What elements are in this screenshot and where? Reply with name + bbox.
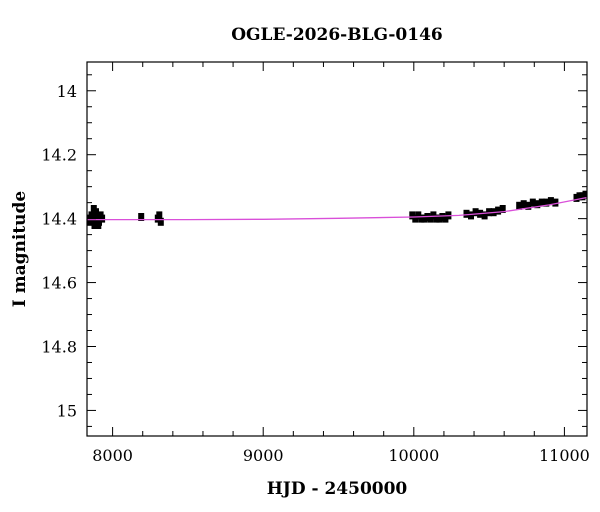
y-tick-label: 14.4 [41, 210, 77, 229]
x-tick-label: 10000 [388, 446, 439, 465]
data-point [520, 200, 527, 209]
y-tick-label: 14.8 [41, 337, 77, 356]
chart-title: OGLE-2026-BLG-0146 [231, 25, 443, 45]
data-point [543, 198, 550, 207]
x-tick-label: 11000 [539, 446, 590, 465]
data-point [529, 198, 536, 207]
y-axis-label: I magnitude [10, 191, 30, 308]
data-point [95, 221, 102, 229]
data-point [499, 205, 506, 213]
data-point [481, 211, 488, 220]
data-point [547, 197, 554, 206]
data-point [138, 213, 145, 221]
model-curve [87, 196, 587, 221]
plot-area [87, 190, 587, 229]
data-point [538, 198, 545, 207]
data-point [472, 208, 479, 217]
y-tick-label: 14 [57, 82, 77, 101]
y-tick-label: 15 [57, 401, 77, 420]
data-point [90, 205, 97, 213]
data-point [486, 208, 493, 217]
x-axis-label: HJD - 2450000 [267, 479, 408, 499]
y-tick-label: 14.6 [41, 274, 77, 293]
plot-layer [87, 190, 587, 229]
data-point [156, 211, 163, 220]
x-tick-label: 8000 [92, 446, 133, 465]
axis-ticks: 8000 9000 10000 11000 14 14.2 14.4 14.6 14.8 15 [41, 62, 590, 465]
data-point [516, 201, 523, 210]
data-point [468, 211, 474, 220]
data-point [91, 221, 98, 229]
y-tick-label: 14.2 [41, 146, 77, 165]
data-point [421, 214, 428, 223]
data-point [157, 217, 164, 226]
data-point [582, 190, 587, 199]
data-point [99, 214, 106, 223]
plot-frame [86, 61, 588, 437]
data-point [525, 201, 532, 210]
data-point [495, 206, 502, 215]
x-tick-label: 9000 [243, 446, 284, 465]
data-point [534, 200, 541, 209]
data-point [463, 209, 470, 218]
data-point [552, 198, 559, 207]
